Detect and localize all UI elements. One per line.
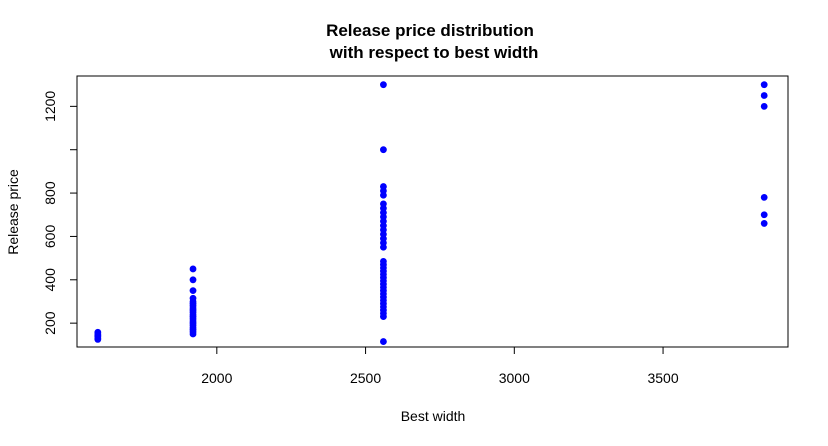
y-tick-label: 600 [42, 225, 58, 249]
data-point [189, 287, 197, 295]
data-point [189, 265, 197, 273]
data-points [94, 81, 768, 345]
y-tick-label: 200 [42, 311, 58, 335]
y-tick-label: 400 [42, 268, 58, 292]
data-point [380, 257, 387, 265]
x-axis-label: Best width [401, 408, 466, 424]
data-point [760, 211, 768, 219]
data-point [760, 194, 768, 201]
data-point [760, 220, 768, 227]
data-point [189, 294, 197, 302]
data-point [380, 183, 387, 190]
data-point [760, 102, 768, 110]
x-tick-label: 2500 [350, 370, 381, 386]
data-point [380, 81, 387, 89]
data-point [760, 92, 768, 99]
data-point [380, 200, 387, 208]
x-tick-label: 3000 [499, 370, 530, 386]
y-axis: 200 400 600 800 1200 [42, 91, 78, 335]
chart-title-line1: Release price distribution [326, 21, 534, 40]
y-axis-label: Release price [5, 169, 21, 255]
x-axis: 2000 2500 3000 3500 [201, 346, 679, 386]
data-point [94, 328, 102, 336]
chart-title-line2: with respect to best width [329, 43, 539, 62]
data-point [380, 146, 387, 154]
data-point [760, 81, 768, 89]
plot-frame [76, 75, 789, 348]
y-tick-label: 800 [42, 181, 58, 205]
data-point [380, 338, 387, 345]
data-point [189, 276, 197, 284]
y-tick-label: 1200 [42, 91, 58, 122]
x-tick-label: 3500 [647, 370, 678, 386]
x-tick-label: 2000 [201, 370, 232, 386]
